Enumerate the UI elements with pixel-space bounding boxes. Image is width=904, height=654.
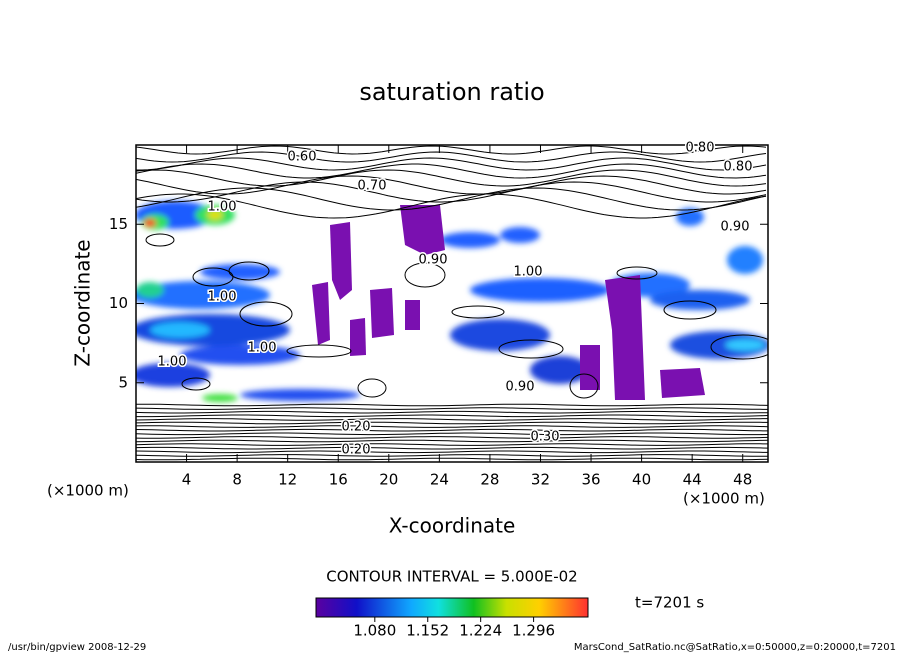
- contour-line: [228, 261, 270, 281]
- contour-line: [136, 163, 767, 179]
- contour-label: 1.00: [248, 341, 277, 356]
- y-unit: (×1000 m): [683, 490, 765, 508]
- contour-line: [136, 421, 768, 425]
- contour-label: 1.00: [514, 265, 543, 280]
- contour-line: [136, 457, 768, 461]
- contour-line: [286, 344, 352, 358]
- contour-line: [663, 300, 717, 320]
- contour-lines: [136, 145, 768, 461]
- contour-line: [136, 432, 768, 436]
- x-tick-label: 36: [581, 471, 600, 489]
- colorbar-tick-label: 1.296: [512, 622, 555, 640]
- y-tick-label: 10: [109, 294, 128, 312]
- footer-right: MarsCond_SatRatio.nc@SatRatio,x=0:50000,…: [574, 642, 896, 653]
- y-axis-label: Z-coordinate: [71, 239, 95, 366]
- y-tick-label: 5: [118, 373, 128, 391]
- x-tick-label: 44: [683, 471, 702, 489]
- chart-title: saturation ratio: [359, 78, 544, 106]
- colorbar-tick-label: 1.080: [353, 622, 396, 640]
- x-tick-label: 12: [278, 471, 297, 489]
- colorbar: [315, 597, 589, 618]
- y-tick-label: 15: [109, 215, 128, 233]
- shading: [136, 201, 768, 402]
- contour-line: [239, 301, 293, 327]
- contour-line: [616, 266, 658, 280]
- contour-line: [192, 267, 234, 287]
- contour-line: [136, 425, 768, 428]
- contour-line: [136, 175, 767, 195]
- contour-line: [136, 439, 768, 443]
- contour-line: [451, 305, 505, 319]
- contour-line: [136, 187, 767, 211]
- time-label: t=7201 s: [635, 594, 704, 612]
- contour-line: [136, 414, 768, 418]
- contour-label: 0.90: [506, 380, 535, 395]
- x-tick-label: 28: [480, 471, 499, 489]
- x-unit: (×1000 m): [47, 482, 129, 500]
- contour-label: 1.00: [208, 200, 237, 215]
- contour-label: 0.20: [342, 443, 371, 458]
- x-tick-label: 20: [379, 471, 398, 489]
- contour-label: 0.90: [419, 253, 448, 268]
- contour-label: 1.00: [158, 355, 187, 370]
- colorbar-tick-label: 1.152: [406, 622, 449, 640]
- contour-line: [136, 418, 768, 421]
- contour-line: [136, 450, 768, 454]
- colorbar-tick-label: 1.224: [459, 622, 502, 640]
- x-tick-label: 40: [632, 471, 651, 489]
- contour-line: [145, 233, 175, 247]
- x-tick-label: 32: [531, 471, 550, 489]
- contour-label: 0.70: [358, 179, 387, 194]
- contour-line: [136, 193, 767, 219]
- x-tick-label: 8: [232, 471, 242, 489]
- contour-label: 0.60: [288, 150, 317, 165]
- x-axis-label: X-coordinate: [389, 514, 516, 538]
- contour-label: 1.00: [208, 290, 237, 305]
- contour-line: [404, 262, 446, 288]
- contour-line: [136, 436, 768, 439]
- contour-label: 0.80: [686, 141, 715, 156]
- footer-left: /usr/bin/gpview 2008-12-29: [8, 642, 146, 653]
- x-tick-label: 24: [430, 471, 449, 489]
- contour-label: 0.80: [724, 160, 753, 175]
- contour-label: 0.20: [342, 420, 371, 435]
- contour-line: [357, 378, 387, 398]
- x-tick-label: 48: [733, 471, 752, 489]
- contour-line: [136, 446, 768, 450]
- contour-line: [136, 454, 768, 457]
- contour-line: [136, 428, 768, 432]
- contour-line: [569, 373, 599, 399]
- contour-line: [136, 151, 767, 163]
- x-tick-label: 4: [182, 471, 192, 489]
- contour-line: [136, 443, 768, 446]
- contour-interval: CONTOUR INTERVAL = 5.000E-02: [326, 568, 577, 586]
- contour-label: 0.30: [531, 430, 560, 445]
- x-tick-label: 16: [329, 471, 348, 489]
- contour-line: [181, 377, 211, 391]
- contour-line: [136, 410, 768, 414]
- contour-line: [136, 157, 767, 171]
- columns: [312, 205, 705, 400]
- contour-line: [136, 407, 768, 410]
- contour-line: [498, 339, 564, 359]
- contour-line: [710, 334, 768, 360]
- contour-line: [136, 169, 767, 187]
- contour-line: [136, 403, 768, 407]
- contour-label: 0.90: [721, 220, 750, 235]
- contour-line: [136, 145, 767, 155]
- field: [136, 145, 768, 461]
